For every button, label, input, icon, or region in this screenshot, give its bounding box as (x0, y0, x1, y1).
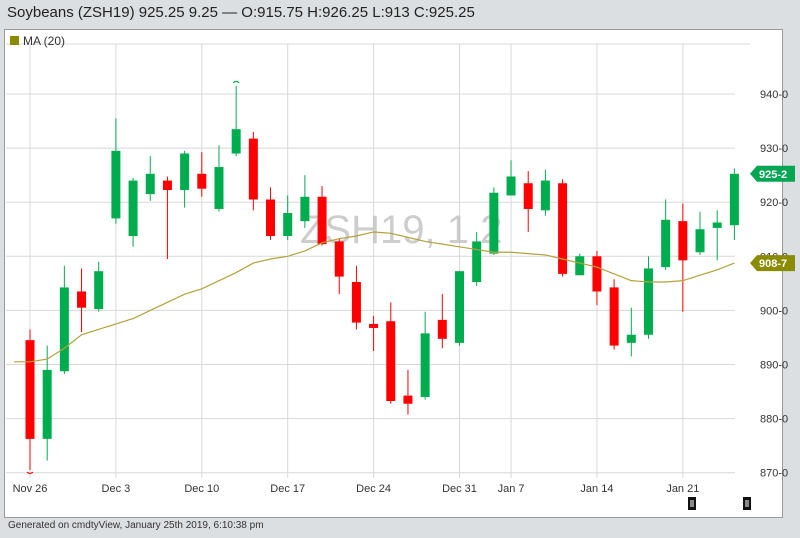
candle[interactable] (334, 238, 344, 295)
ma-legend-swatch (10, 36, 19, 45)
candle[interactable] (661, 199, 671, 270)
candle[interactable] (386, 302, 396, 404)
ma-legend-label: MA (20) (23, 34, 65, 48)
last-price-badge: 925-2 (750, 165, 795, 182)
candle[interactable] (437, 294, 447, 349)
candle[interactable] (643, 256, 653, 339)
x-tick-label: Dec 17 (270, 483, 305, 495)
candle[interactable] (197, 152, 207, 197)
scroll-handle-left[interactable] (688, 497, 696, 510)
candle[interactable] (317, 185, 327, 246)
candle[interactable] (300, 175, 310, 228)
candle[interactable] (59, 265, 69, 374)
candle[interactable] (626, 307, 636, 357)
candle[interactable] (42, 345, 52, 461)
x-tick-label: Jan 21 (666, 483, 699, 495)
watermark: ZSH19, 1 2 (300, 208, 502, 252)
svg-text:925-2: 925-2 (759, 169, 787, 181)
low-marker (26, 471, 34, 475)
grid-lines (6, 43, 750, 478)
candle[interactable] (609, 279, 619, 350)
candle[interactable] (77, 268, 87, 333)
candle[interactable] (678, 203, 688, 312)
candle[interactable] (729, 168, 739, 241)
candle[interactable] (420, 311, 430, 400)
candle[interactable] (575, 253, 585, 276)
y-tick-label: 920-0 (760, 197, 788, 209)
candle[interactable] (25, 329, 35, 470)
x-tick-label: Jan 14 (580, 483, 613, 495)
y-tick-label: 930-0 (760, 143, 788, 155)
candle[interactable] (180, 150, 190, 208)
candle[interactable] (695, 211, 705, 255)
x-tick-label: Dec 10 (184, 483, 219, 495)
candle[interactable] (162, 176, 172, 260)
candle[interactable] (283, 195, 293, 241)
footer-generated-text: Generated on cmdtyView, January 25th 201… (8, 520, 264, 531)
y-tick-label: 880-0 (760, 414, 788, 426)
candle[interactable] (369, 315, 379, 351)
scroll-handle-right[interactable] (743, 497, 751, 510)
candles (25, 80, 739, 475)
candle[interactable] (403, 369, 413, 415)
svg-text:908-7: 908-7 (759, 258, 787, 270)
candle[interactable] (558, 179, 568, 277)
candle[interactable] (540, 169, 550, 216)
candle[interactable] (145, 156, 155, 201)
candle[interactable] (712, 210, 722, 261)
chart-title: Soybeans (ZSH19) 925.25 9.25 — O:915.75 … (7, 4, 475, 21)
candle[interactable] (472, 231, 482, 287)
x-tick-label: Jan 7 (498, 483, 525, 495)
candle[interactable] (266, 187, 276, 241)
candle[interactable] (489, 187, 499, 255)
legend[interactable]: MA (20) (10, 34, 65, 48)
candle[interactable] (523, 171, 533, 232)
candle[interactable] (94, 261, 104, 312)
y-tick-label: 940-0 (760, 89, 788, 101)
y-tick-label: 870-0 (760, 468, 788, 480)
candle[interactable] (351, 265, 361, 330)
x-axis: Nov 26 Dec 3 Dec 10 Dec 17 Dec 24 Dec 31 Jan 7… (13, 483, 700, 495)
scroll-handles[interactable] (688, 497, 751, 510)
y-tick-label: 890-0 (760, 360, 788, 372)
x-tick-label: Nov 26 (13, 483, 48, 495)
x-tick-label: Dec 24 (356, 483, 391, 495)
candle[interactable] (231, 85, 241, 157)
candle[interactable] (248, 131, 258, 211)
high-marker (232, 80, 240, 84)
y-tick-label: 900-0 (760, 305, 788, 317)
candle[interactable] (592, 250, 602, 305)
candle[interactable] (455, 271, 464, 346)
candle[interactable] (506, 160, 516, 196)
x-tick-label: Dec 31 (442, 483, 477, 495)
candle[interactable] (214, 145, 224, 212)
x-tick-label: Dec 3 (102, 483, 131, 495)
chart-frame[interactable] (4, 29, 783, 518)
candle[interactable] (128, 177, 138, 247)
ma-value-badge: 908-7 (750, 255, 795, 272)
candle[interactable] (111, 118, 121, 224)
ma-line (14, 231, 735, 363)
price-badges: 925-2 908-7 (750, 165, 795, 272)
